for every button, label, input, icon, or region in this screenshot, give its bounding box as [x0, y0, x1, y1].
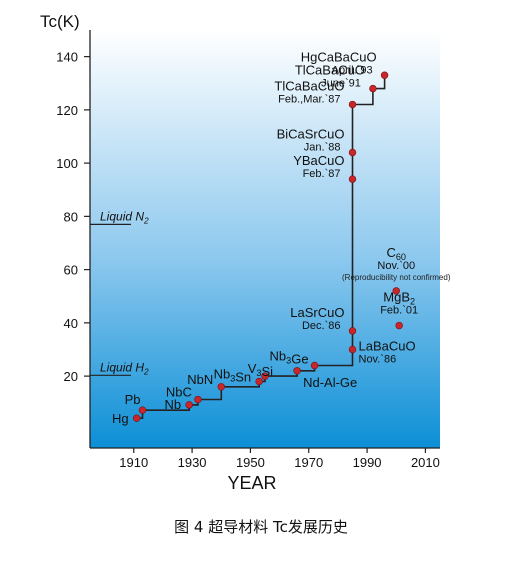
y-tick-label-60: 60	[64, 263, 78, 278]
x-tick-label-1970: 1970	[294, 455, 323, 470]
y-tick-label-100: 100	[56, 156, 78, 171]
point-hg-0	[132, 414, 141, 422]
point-bicasrcuo-12	[348, 148, 357, 157]
point-date-mgb2-16: Feb.`01	[380, 305, 418, 317]
point-label-hgcabacuo-15: HgCaBaCuO	[301, 49, 377, 64]
point-label-pb-1: Pb	[125, 392, 141, 407]
point-date-labacuo-9: Nov.`86	[359, 353, 397, 365]
point-labacuo-9	[348, 345, 357, 354]
point-label-mgb2-16: MgB2	[383, 290, 415, 307]
point-label-v3si-6: V3Si	[248, 361, 273, 379]
point-nbn-4	[217, 383, 225, 391]
point-label-tlcabacuo-13: TlCaBaCuO	[274, 79, 344, 94]
figure-caption: 图 4 超导材料 Tc发展历史	[174, 518, 348, 536]
point-date-ybacuo-11: Feb.`87	[303, 168, 341, 180]
point-date-bicasrcuo-12: Jan.`88	[304, 141, 341, 153]
point-pb-1	[138, 406, 147, 414]
point-ybacuo-11	[348, 175, 357, 183]
x-axis-label: YEAR	[227, 473, 276, 493]
point-label-tlcabacuo-14: TlCaBaCuO	[295, 63, 365, 78]
y-tick-label-140: 140	[56, 50, 78, 65]
point-mgb2-16	[395, 321, 403, 330]
point-label-lasrcuo-10: LaSrCuO	[290, 305, 344, 320]
point-nb3sn-5	[255, 377, 263, 386]
point-hgcabacuo-15	[380, 71, 389, 79]
y-tick-label-80: 80	[64, 209, 78, 224]
x-tick-label-1950: 1950	[236, 455, 265, 470]
point-label-bicasrcuo-12: BiCaSrCuO	[277, 126, 345, 141]
point-lasrcuo-10	[348, 327, 357, 335]
tc-history-chart: Liquid N2 Liquid H2 20 40 60 80 100 120 140 1910…	[40, 12, 451, 493]
y-axis-label: Tc(K)	[40, 12, 80, 31]
x-tick-label-1910: 1910	[119, 455, 148, 470]
point-nd-al-ge-7	[293, 367, 301, 375]
point-v3si-6	[261, 372, 269, 380]
point-label-nb-2: Nb	[165, 397, 182, 412]
point-label-nb3sn-5: Nb3Sn	[214, 366, 252, 384]
point-label-nb3ge-8: Nb3Ge	[270, 348, 309, 366]
point-nbc-3	[194, 395, 202, 404]
point-nb-2	[185, 401, 193, 409]
y-tick-label-20: 20	[64, 369, 78, 384]
point-label-hg-0: Hg	[112, 411, 129, 426]
x-tick-label-1930: 1930	[178, 455, 207, 470]
ref-label-liquid-h2: Liquid H2	[100, 360, 149, 376]
point-label-labacuo-9: LaBaCuO	[359, 338, 416, 353]
point-date-lasrcuo-10: Dec.`86	[302, 320, 341, 332]
y-tick-label-120: 120	[56, 103, 78, 118]
point-note-c60-17: (Reproducibility not confirmed)	[342, 273, 451, 282]
point-date-tlcabacuo-13: Feb.,Mar.`87	[278, 94, 340, 106]
point-tlcabacuo-13	[348, 100, 357, 109]
plot-background	[90, 30, 440, 448]
point-c60-17	[392, 287, 400, 295]
point-label-nd-al-ge-7: Nd-Al-Ge	[303, 375, 357, 390]
point-label-c60-17: C60	[386, 245, 406, 262]
point-label-ybacuo-11: YBaCuO	[293, 153, 344, 168]
y-tick-label-40: 40	[64, 316, 78, 331]
x-tick-label-1990: 1990	[353, 455, 382, 470]
point-label-nbn-4: NbN	[187, 372, 213, 387]
x-tick-label-2010: 2010	[411, 455, 440, 470]
point-label-nbc-3: NbC	[166, 385, 192, 400]
point-date-tlcabacuo-14: June`91	[321, 78, 361, 90]
point-tlcabacuo-14	[369, 84, 377, 93]
point-date-c60-17: Nov.`00	[377, 260, 415, 272]
point-nb3ge-8	[310, 361, 319, 370]
ref-label-liquid-n2: Liquid N2	[100, 209, 149, 225]
point-date-hgcabacuo-15: April.`93	[332, 64, 373, 76]
